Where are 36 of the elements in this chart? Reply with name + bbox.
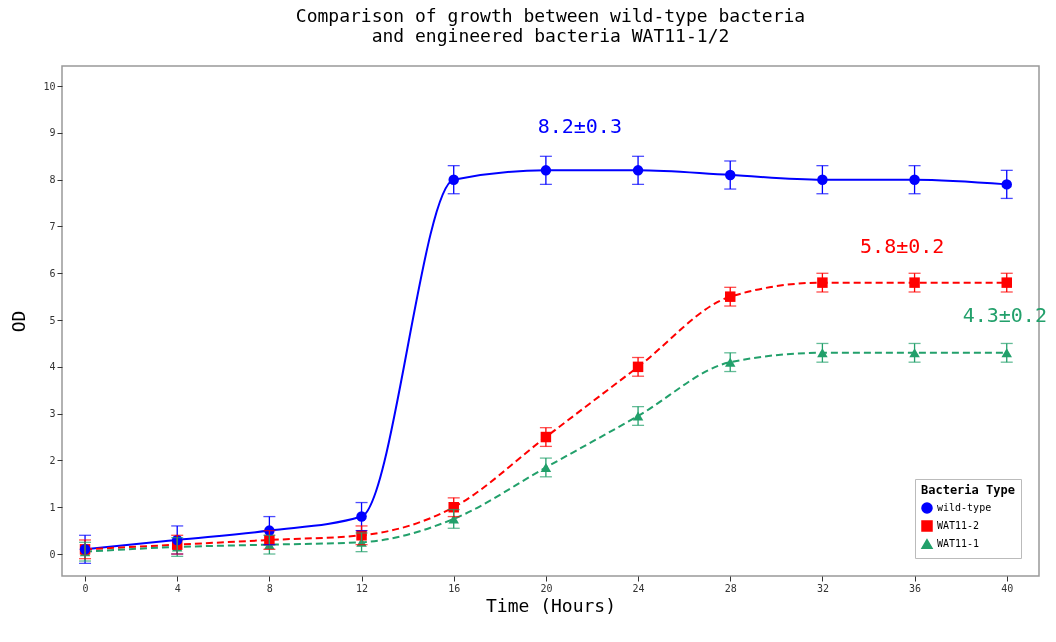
x-tick-label: 40 bbox=[1001, 582, 1014, 594]
x-tick-label: 12 bbox=[356, 582, 369, 594]
point bbox=[724, 291, 736, 302]
y-tick-label: 7 bbox=[49, 220, 56, 232]
annotation: 4.3±0.2 bbox=[962, 302, 1047, 327]
annotation: 8.2±0.3 bbox=[537, 114, 622, 139]
y-tick-label: 9 bbox=[49, 127, 56, 139]
y-axis-title: OD bbox=[8, 310, 30, 333]
legend-title: Bacteria Type bbox=[921, 483, 1015, 497]
y-tick-label: 1 bbox=[49, 501, 56, 513]
x-tick-label: 24 bbox=[632, 582, 645, 594]
legend-label: wild-type bbox=[937, 502, 992, 513]
x-tick-label: 36 bbox=[909, 582, 922, 594]
x-tick-label: 4 bbox=[174, 582, 181, 594]
annotation: 5.8±0.2 bbox=[860, 234, 945, 259]
point bbox=[909, 277, 920, 288]
chart-title: Comparison of growth between wild-type bacteria and engineered bacteria WAT11-1/2 bbox=[295, 5, 806, 46]
y-tick-label: 5 bbox=[49, 314, 56, 326]
y-tick-label: 2 bbox=[49, 454, 56, 466]
legend-label: WAT11-2 bbox=[937, 520, 980, 531]
legend-label: WAT11-1 bbox=[937, 538, 980, 549]
point bbox=[1001, 277, 1012, 288]
x-tick-label: 16 bbox=[448, 582, 461, 594]
x-tick-label: 8 bbox=[266, 582, 273, 594]
x-tick-label: 28 bbox=[724, 582, 737, 594]
y-tick-label: 4 bbox=[49, 361, 56, 373]
x-tick-label: 20 bbox=[540, 582, 553, 594]
y-tick-label: 0 bbox=[49, 548, 56, 560]
x-axis-title: Time (Hours) bbox=[485, 594, 617, 616]
x-tick-label: 0 bbox=[82, 582, 89, 594]
y-tick-label: 8 bbox=[49, 174, 56, 186]
y-tick-label: 6 bbox=[49, 267, 56, 279]
x-tick-label: 32 bbox=[816, 582, 829, 594]
point bbox=[817, 277, 828, 288]
y-tick-label: 10 bbox=[43, 80, 56, 92]
y-tick-label: 3 bbox=[49, 408, 56, 420]
